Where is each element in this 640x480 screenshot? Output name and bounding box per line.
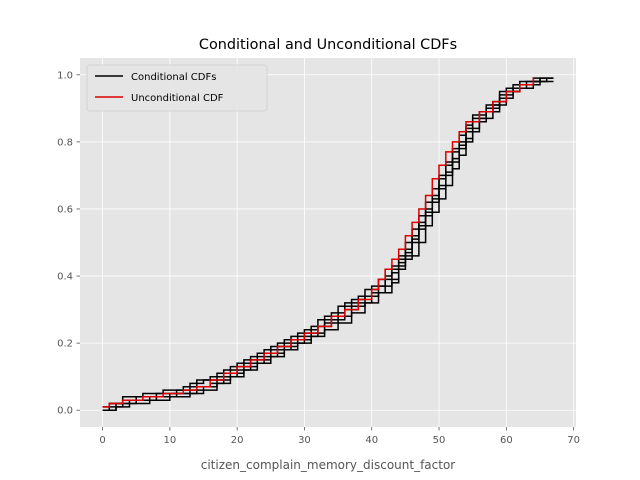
x-tick-label: 40 — [365, 435, 378, 446]
x-ticks: 0 10 20 30 40 50 60 70 — [99, 427, 580, 446]
series-lines — [102, 77, 554, 411]
legend-box — [86, 64, 268, 112]
x-axis-label: citizen_complain_memory_discount_factor — [201, 458, 456, 472]
conditional-cdf-line — [102, 80, 554, 411]
x-tick-label: 20 — [231, 435, 244, 446]
x-tick-label: 30 — [298, 435, 311, 446]
x-tick-label: 70 — [567, 435, 580, 446]
x-tick-label: 50 — [433, 435, 446, 446]
y-tick-label: 0.4 — [57, 272, 73, 283]
unconditional-cdf-line — [102, 78, 535, 408]
y-tick-label: 0.2 — [57, 339, 73, 350]
legend-label-unconditional: Unconditional CDF — [131, 93, 224, 104]
plot-background — [80, 58, 576, 427]
y-ticks: 0.0 0.2 0.4 0.6 0.8 1.0 — [57, 70, 80, 417]
x-tick-label: 0 — [99, 435, 105, 446]
y-tick-label: 0.0 — [57, 406, 73, 417]
y-tick-label: 0.8 — [57, 137, 73, 148]
y-tick-label: 0.6 — [57, 204, 73, 215]
y-tick-label: 1.0 — [57, 70, 73, 81]
legend-label-conditional: Conditional CDFs — [131, 72, 216, 83]
x-tick-label: 10 — [163, 435, 176, 446]
x-tick-label: 60 — [500, 435, 513, 446]
legend: Conditional CDFs Unconditional CDF — [86, 64, 268, 112]
grid — [80, 58, 576, 427]
chart-title: Conditional and Unconditional CDFs — [199, 37, 457, 53]
